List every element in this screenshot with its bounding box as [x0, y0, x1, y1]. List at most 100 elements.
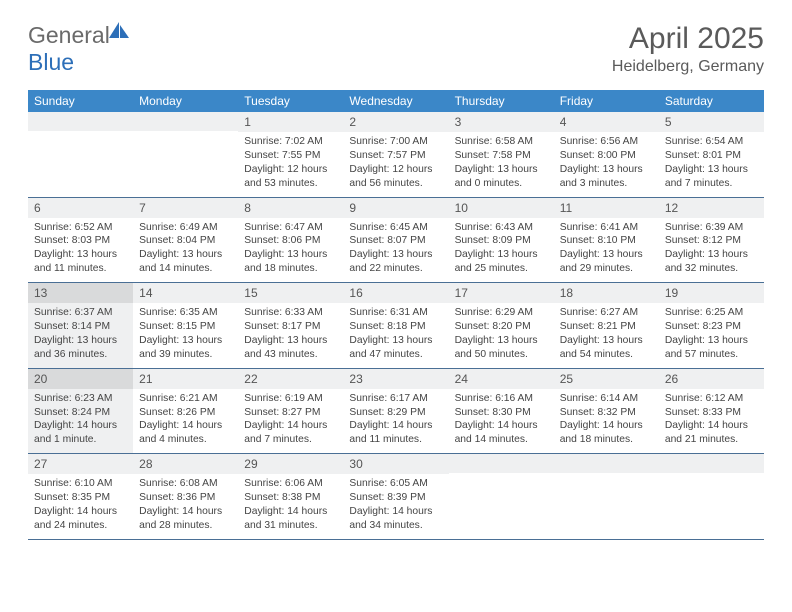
- day-number: 30: [343, 454, 448, 474]
- sunset-text: Sunset: 8:10 PM: [560, 234, 653, 248]
- sunset-text: Sunset: 8:01 PM: [665, 149, 758, 163]
- sunset-text: Sunset: 8:26 PM: [139, 406, 232, 420]
- day-body: Sunrise: 6:49 AMSunset: 8:04 PMDaylight:…: [133, 218, 238, 283]
- day-number: 11: [554, 198, 659, 218]
- daylight-text: Daylight: 13 hours and 47 minutes.: [349, 334, 442, 362]
- day-body: Sunrise: 6:33 AMSunset: 8:17 PMDaylight:…: [238, 303, 343, 368]
- day-body: Sunrise: 6:25 AMSunset: 8:23 PMDaylight:…: [659, 303, 764, 368]
- sunrise-text: Sunrise: 7:02 AM: [244, 135, 337, 149]
- day-number: 25: [554, 369, 659, 389]
- daylight-text: Daylight: 13 hours and 50 minutes.: [455, 334, 548, 362]
- day-number: 20: [28, 369, 133, 389]
- day-cell: 7Sunrise: 6:49 AMSunset: 8:04 PMDaylight…: [133, 197, 238, 283]
- daylight-text: Daylight: 12 hours and 53 minutes.: [244, 163, 337, 191]
- day-body: [28, 131, 133, 193]
- daylight-text: Daylight: 14 hours and 14 minutes.: [455, 419, 548, 447]
- day-cell: 1Sunrise: 7:02 AMSunset: 7:55 PMDaylight…: [238, 112, 343, 197]
- day-cell: 28Sunrise: 6:08 AMSunset: 8:36 PMDayligh…: [133, 454, 238, 540]
- day-number: 16: [343, 283, 448, 303]
- day-header: Thursday: [449, 90, 554, 112]
- day-cell: 10Sunrise: 6:43 AMSunset: 8:09 PMDayligh…: [449, 197, 554, 283]
- page-header: General Blue April 2025 Heidelberg, Germ…: [28, 22, 764, 76]
- day-cell: 30Sunrise: 6:05 AMSunset: 8:39 PMDayligh…: [343, 454, 448, 540]
- day-cell: 20Sunrise: 6:23 AMSunset: 8:24 PMDayligh…: [28, 368, 133, 454]
- sunrise-text: Sunrise: 6:35 AM: [139, 306, 232, 320]
- sunrise-text: Sunrise: 6:33 AM: [244, 306, 337, 320]
- day-body: Sunrise: 6:27 AMSunset: 8:21 PMDaylight:…: [554, 303, 659, 368]
- day-cell: 21Sunrise: 6:21 AMSunset: 8:26 PMDayligh…: [133, 368, 238, 454]
- sunset-text: Sunset: 8:18 PM: [349, 320, 442, 334]
- day-cell: 22Sunrise: 6:19 AMSunset: 8:27 PMDayligh…: [238, 368, 343, 454]
- calendar-body: 1Sunrise: 7:02 AMSunset: 7:55 PMDaylight…: [28, 112, 764, 539]
- daylight-text: Daylight: 13 hours and 0 minutes.: [455, 163, 548, 191]
- sunrise-text: Sunrise: 6:10 AM: [34, 477, 127, 491]
- daylight-text: Daylight: 14 hours and 1 minute.: [34, 419, 127, 447]
- week-row: 20Sunrise: 6:23 AMSunset: 8:24 PMDayligh…: [28, 368, 764, 454]
- brand-logo: General Blue: [28, 22, 132, 76]
- sunset-text: Sunset: 8:07 PM: [349, 234, 442, 248]
- day-number: [659, 454, 764, 473]
- daylight-text: Daylight: 13 hours and 11 minutes.: [34, 248, 127, 276]
- day-body: Sunrise: 6:16 AMSunset: 8:30 PMDaylight:…: [449, 389, 554, 454]
- day-number: 27: [28, 454, 133, 474]
- day-number: 4: [554, 112, 659, 132]
- day-number: [554, 454, 659, 473]
- page-subtitle: Heidelberg, Germany: [612, 58, 764, 76]
- day-cell: 25Sunrise: 6:14 AMSunset: 8:32 PMDayligh…: [554, 368, 659, 454]
- daylight-text: Daylight: 12 hours and 56 minutes.: [349, 163, 442, 191]
- day-number: 8: [238, 198, 343, 218]
- sunset-text: Sunset: 8:38 PM: [244, 491, 337, 505]
- day-number: 18: [554, 283, 659, 303]
- sunrise-text: Sunrise: 6:05 AM: [349, 477, 442, 491]
- day-body: [449, 473, 554, 535]
- day-cell: 4Sunrise: 6:56 AMSunset: 8:00 PMDaylight…: [554, 112, 659, 197]
- sunset-text: Sunset: 8:32 PM: [560, 406, 653, 420]
- day-number: 13: [28, 283, 133, 303]
- day-header: Wednesday: [343, 90, 448, 112]
- day-cell: 3Sunrise: 6:58 AMSunset: 7:58 PMDaylight…: [449, 112, 554, 197]
- sunset-text: Sunset: 8:15 PM: [139, 320, 232, 334]
- sail-icon: [108, 18, 130, 36]
- day-body: Sunrise: 6:41 AMSunset: 8:10 PMDaylight:…: [554, 218, 659, 283]
- day-number: 7: [133, 198, 238, 218]
- sunrise-text: Sunrise: 6:37 AM: [34, 306, 127, 320]
- week-row: 6Sunrise: 6:52 AMSunset: 8:03 PMDaylight…: [28, 197, 764, 283]
- day-cell: 2Sunrise: 7:00 AMSunset: 7:57 PMDaylight…: [343, 112, 448, 197]
- day-body: Sunrise: 6:23 AMSunset: 8:24 PMDaylight:…: [28, 389, 133, 454]
- day-body: Sunrise: 6:47 AMSunset: 8:06 PMDaylight:…: [238, 218, 343, 283]
- day-cell: 12Sunrise: 6:39 AMSunset: 8:12 PMDayligh…: [659, 197, 764, 283]
- sunset-text: Sunset: 8:24 PM: [34, 406, 127, 420]
- title-block: April 2025 Heidelberg, Germany: [612, 22, 764, 76]
- day-header: Friday: [554, 90, 659, 112]
- day-number: [28, 112, 133, 131]
- sunrise-text: Sunrise: 6:45 AM: [349, 221, 442, 235]
- daylight-text: Daylight: 14 hours and 34 minutes.: [349, 505, 442, 533]
- day-body: Sunrise: 6:21 AMSunset: 8:26 PMDaylight:…: [133, 389, 238, 454]
- daylight-text: Daylight: 13 hours and 32 minutes.: [665, 248, 758, 276]
- day-cell: 27Sunrise: 6:10 AMSunset: 8:35 PMDayligh…: [28, 454, 133, 540]
- day-cell: [28, 112, 133, 197]
- brand-word-1: General: [28, 22, 110, 48]
- sunrise-text: Sunrise: 6:39 AM: [665, 221, 758, 235]
- day-cell: 29Sunrise: 6:06 AMSunset: 8:38 PMDayligh…: [238, 454, 343, 540]
- day-cell: [133, 112, 238, 197]
- day-body: Sunrise: 6:19 AMSunset: 8:27 PMDaylight:…: [238, 389, 343, 454]
- sunrise-text: Sunrise: 6:14 AM: [560, 392, 653, 406]
- day-number: [133, 112, 238, 131]
- day-number: 10: [449, 198, 554, 218]
- sunrise-text: Sunrise: 6:43 AM: [455, 221, 548, 235]
- sunrise-text: Sunrise: 6:52 AM: [34, 221, 127, 235]
- day-cell: 24Sunrise: 6:16 AMSunset: 8:30 PMDayligh…: [449, 368, 554, 454]
- day-cell: 8Sunrise: 6:47 AMSunset: 8:06 PMDaylight…: [238, 197, 343, 283]
- day-number: 24: [449, 369, 554, 389]
- sunrise-text: Sunrise: 7:00 AM: [349, 135, 442, 149]
- sunset-text: Sunset: 8:33 PM: [665, 406, 758, 420]
- sunrise-text: Sunrise: 6:49 AM: [139, 221, 232, 235]
- brand-name: General Blue: [28, 22, 132, 76]
- sunrise-text: Sunrise: 6:54 AM: [665, 135, 758, 149]
- day-cell: 9Sunrise: 6:45 AMSunset: 8:07 PMDaylight…: [343, 197, 448, 283]
- sunrise-text: Sunrise: 6:06 AM: [244, 477, 337, 491]
- day-body: Sunrise: 6:06 AMSunset: 8:38 PMDaylight:…: [238, 474, 343, 539]
- day-cell: 23Sunrise: 6:17 AMSunset: 8:29 PMDayligh…: [343, 368, 448, 454]
- daylight-text: Daylight: 13 hours and 36 minutes.: [34, 334, 127, 362]
